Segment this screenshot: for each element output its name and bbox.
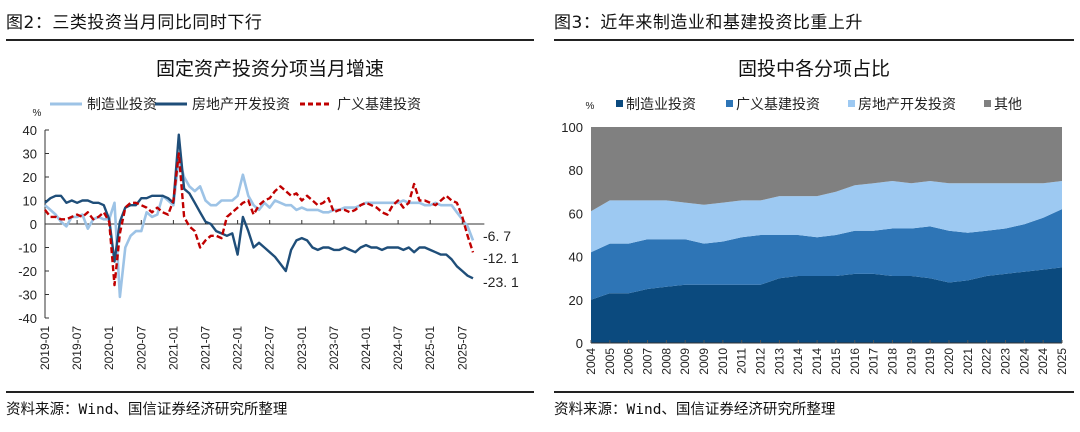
legend-item: 房地产开发投资 — [155, 96, 290, 112]
x-tick-label: 2021-01 — [166, 326, 180, 370]
x-tick-label: 2021-07 — [199, 326, 213, 370]
title-divider — [554, 39, 1074, 41]
x-tick-label: 2004 — [584, 348, 598, 375]
legend-label: 广义基建投资 — [736, 96, 820, 112]
x-tick-label: 2014 — [810, 348, 824, 375]
x-tick-label: 2008 — [659, 348, 673, 375]
source-note: 资料来源：Wind、国信证券经济研究所整理 — [6, 402, 288, 418]
figure-3-panel: 图3：近年来制造业和基建投资比重上升 固投中各分项占比制造业投资 广义基建投资 房地… — [548, 0, 1080, 432]
x-tick-label: 2024 — [1036, 348, 1050, 375]
legend-label: 制造业投资 — [626, 96, 696, 112]
x-tick-label: 2021 — [961, 348, 975, 375]
x-tick-label: 2023-01 — [295, 326, 309, 370]
x-tick-label: 2024-01 — [359, 326, 373, 370]
x-tick-label: 2014 — [791, 348, 805, 375]
legend-item: 房地产开发投资 — [848, 96, 956, 112]
x-tick-label: 2016 — [848, 348, 862, 375]
x-tick-label: 2009 — [678, 348, 692, 375]
y-tick-label: 40 — [23, 123, 37, 138]
legend-item: 广义基建投资 — [300, 96, 421, 112]
x-tick-label: 2025-01 — [423, 326, 437, 370]
figure-2-panel: 图2：三类投资当月同比同时下行 固定资产投资分项当月增速制造业投资 房地产开发投资… — [6, 13, 534, 418]
y-tick-label: 40 — [569, 250, 583, 265]
y-tick-label: 20 — [569, 293, 583, 308]
y-tick-label: 60 — [569, 206, 583, 221]
y-unit-label: % — [586, 101, 595, 112]
area-band-3 — [591, 127, 1062, 212]
figure-title: 图3：近年来制造业和基建投资比重上升 — [554, 13, 863, 33]
legend-label: 广义基建投资 — [337, 96, 421, 112]
y-tick-label: -40 — [18, 311, 37, 326]
chart-title: 固投中各分项占比 — [738, 58, 890, 80]
legend-swatch — [984, 100, 991, 107]
x-tick-label: 2022 — [980, 348, 994, 375]
legend-label: 其他 — [994, 96, 1022, 112]
y-tick-label: -10 — [18, 241, 37, 256]
legend-item: 广义基建投资 — [726, 96, 820, 112]
x-tick-label: 2022-01 — [231, 326, 245, 370]
end-value-label: -23. 1 — [483, 274, 519, 290]
series-line-1 — [44, 133, 474, 280]
series-line-2 — [44, 152, 475, 287]
y-tick-label: 0 — [30, 217, 37, 232]
x-tick-label: 2025 — [1055, 348, 1069, 375]
area-band-2 — [591, 181, 1062, 253]
x-tick-label: 2023 — [998, 348, 1012, 375]
legend-item: 制造业投资 — [50, 96, 157, 112]
x-tick-label: 2019-07 — [70, 326, 84, 370]
y-tick-label: 0 — [576, 336, 583, 351]
x-tick-label: 2019 — [904, 348, 918, 375]
legend-swatch — [616, 100, 623, 107]
area-band-0 — [591, 267, 1062, 343]
x-tick-label: 2024 — [1017, 348, 1031, 375]
x-tick-label: 2020-07 — [134, 326, 148, 370]
x-tick-label: 2024-07 — [391, 326, 405, 370]
x-tick-label: 2018 — [885, 348, 899, 375]
source-divider — [6, 391, 534, 393]
source-divider — [554, 391, 1074, 393]
chart-title: 固定资产投资分项当月增速 — [156, 58, 384, 80]
x-tick-label: 2012 — [754, 348, 768, 375]
series-line-0 — [44, 156, 475, 299]
legend-item: 其他 — [984, 96, 1022, 112]
x-tick-label: 2020 — [942, 348, 956, 375]
legend-swatch — [726, 100, 733, 107]
x-tick-label: 2006 — [622, 348, 636, 375]
x-tick-label: 2013 — [772, 348, 786, 375]
y-tick-label: 80 — [569, 163, 583, 178]
legend-swatch — [848, 100, 855, 107]
x-tick-label: 2007 — [641, 348, 655, 375]
legend-label: 房地产开发投资 — [192, 96, 290, 112]
figure-title: 图2：三类投资当月同比同时下行 — [6, 13, 263, 33]
x-tick-label: 2010 — [716, 348, 730, 375]
source-note: 资料来源：Wind、国信证券经济研究所整理 — [554, 402, 836, 418]
y-tick-label: -30 — [18, 288, 37, 303]
x-tick-label: 2019 — [923, 348, 937, 375]
legend-label: 制造业投资 — [87, 96, 157, 112]
y-tick-label: 10 — [23, 194, 37, 209]
x-tick-label: 2017 — [867, 348, 881, 375]
end-value-label: -6. 7 — [483, 228, 511, 244]
y-tick-label: 30 — [23, 147, 37, 162]
x-tick-label: 2015 — [829, 348, 843, 375]
y-unit-label: % — [33, 108, 42, 119]
x-tick-label: 2022-07 — [263, 326, 277, 370]
x-tick-label: 2019-01 — [38, 326, 52, 370]
x-tick-label: 2025-07 — [455, 326, 469, 370]
x-tick-label: 2009 — [697, 348, 711, 375]
y-tick-label: 20 — [23, 170, 37, 185]
y-tick-label: 100 — [561, 120, 583, 135]
x-tick-label: 2023-07 — [327, 326, 341, 370]
x-tick-label: 2020-01 — [102, 326, 116, 370]
x-tick-label: 2005 — [603, 348, 617, 375]
legend-label: 房地产开发投资 — [858, 96, 956, 112]
y-tick-label: -20 — [18, 264, 37, 279]
end-value-label: -12. 1 — [483, 250, 519, 266]
area-band-1 — [591, 209, 1062, 300]
x-tick-label: 2011 — [735, 348, 749, 374]
title-divider — [6, 39, 534, 41]
legend-item: 制造业投资 — [616, 96, 696, 112]
